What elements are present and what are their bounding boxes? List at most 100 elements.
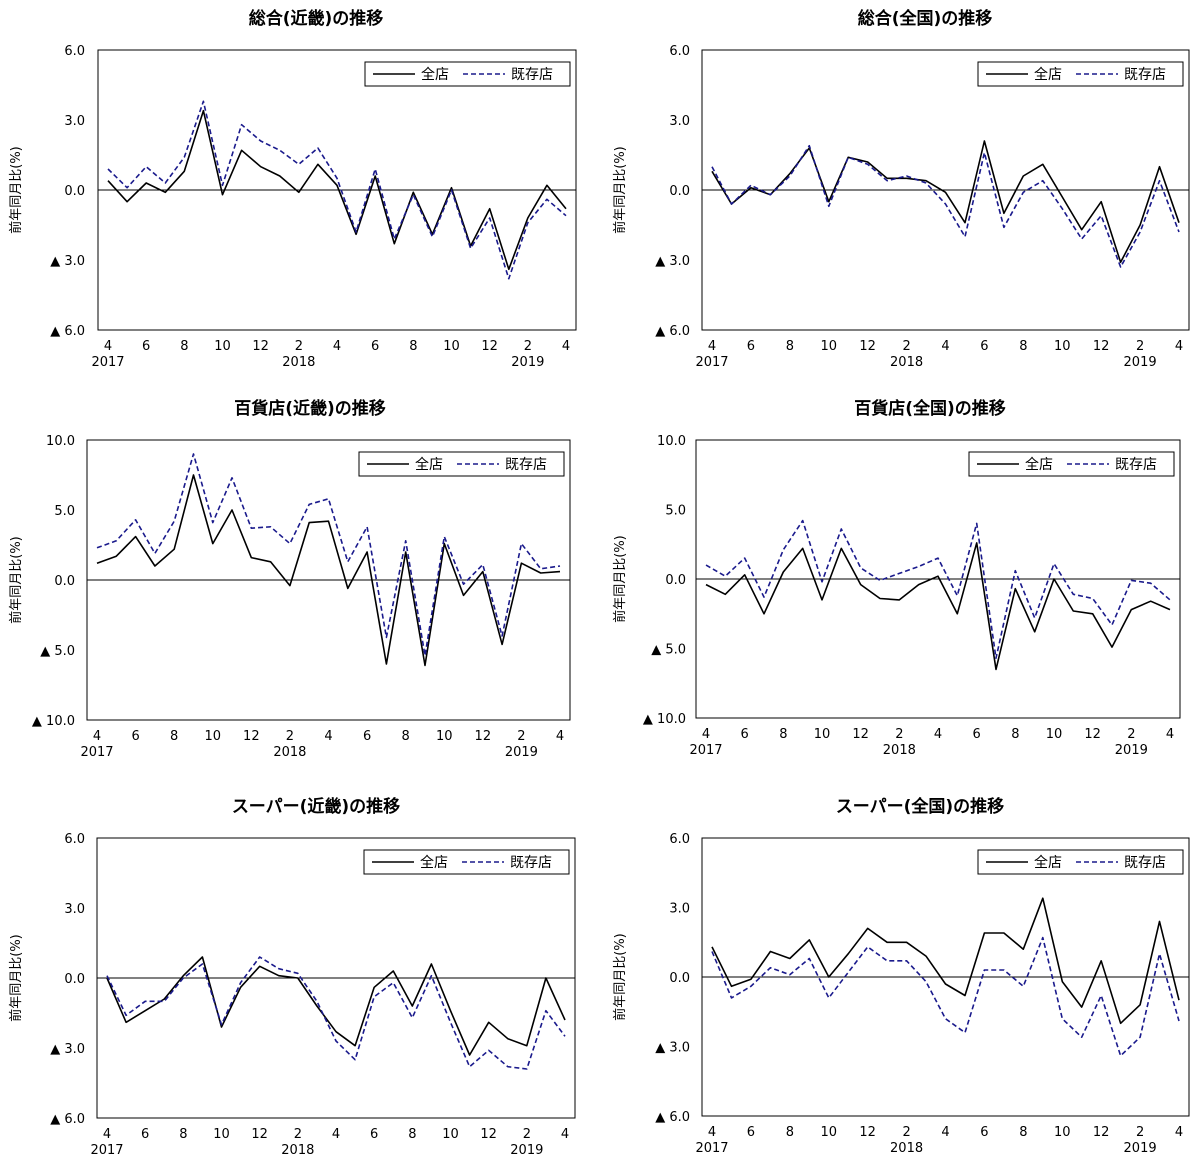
series-line-existing <box>711 936 1180 1057</box>
series-line-existing <box>96 453 561 657</box>
x-tick-label: 2 <box>295 339 303 354</box>
y-tick-label: 5.0 <box>54 504 75 519</box>
x-tick-label: 12 <box>1093 1125 1110 1140</box>
series-line-all <box>711 140 1180 264</box>
x-tick-label: 12 <box>859 1125 876 1140</box>
y-tick-label: ▲ 6.0 <box>50 1112 85 1127</box>
x-tick-label: 12 <box>243 729 260 744</box>
x-tick-label: 8 <box>786 1125 794 1140</box>
x-tick-label: 4 <box>561 1127 569 1142</box>
y-tick-label: 3.0 <box>669 114 690 129</box>
y-tick-label: ▲ 6.0 <box>655 1110 690 1125</box>
year-label: 2019 <box>1124 1141 1157 1156</box>
chart-title: 百貨店(全国)の推移 <box>854 398 1006 419</box>
legend: 全店 既存店 <box>968 451 1175 477</box>
y-tick-label: 0.0 <box>64 184 85 199</box>
x-tick-label: 6 <box>370 1127 378 1142</box>
series-line-all <box>96 474 561 667</box>
y-tick-label: ▲ 3.0 <box>50 254 85 269</box>
x-tick-label: 8 <box>786 339 794 354</box>
x-tick-label: 4 <box>104 339 112 354</box>
x-tick-label: 12 <box>475 729 492 744</box>
x-tick-label: 4 <box>562 339 570 354</box>
year-label: 2017 <box>695 355 728 370</box>
y-tick-label: ▲ 3.0 <box>655 254 690 269</box>
x-tick-label: 8 <box>180 339 188 354</box>
x-tick-label: 6 <box>747 339 755 354</box>
y-tick-label: 0.0 <box>669 971 690 986</box>
y-tick-label: 3.0 <box>669 902 690 917</box>
x-tick-label: 4 <box>708 339 716 354</box>
y-tick-label: 6.0 <box>669 832 690 847</box>
year-label: 2019 <box>511 355 544 370</box>
year-label: 2019 <box>510 1143 543 1158</box>
series-line-all <box>107 109 567 271</box>
x-tick-label: 2 <box>1136 339 1144 354</box>
x-tick-label: 2 <box>294 1127 302 1142</box>
x-tick-label: 6 <box>371 339 379 354</box>
x-tick-label: 10 <box>214 339 231 354</box>
y-tick-label: 10.0 <box>657 434 686 449</box>
y-tick-label: 5.0 <box>665 504 686 519</box>
year-label: 2019 <box>1115 743 1148 758</box>
legend: 全店 既存店 <box>363 849 570 875</box>
y-tick-label: 6.0 <box>669 44 690 59</box>
chart-title: 百貨店(近畿)の推移 <box>234 398 386 419</box>
x-tick-label: 2 <box>1127 727 1135 742</box>
x-tick-label: 10 <box>1054 339 1071 354</box>
y-tick-label: ▲ 10.0 <box>32 714 75 729</box>
legend-label-all: 全店 <box>415 456 443 473</box>
year-label: 2018 <box>282 355 315 370</box>
x-tick-label: 10 <box>442 1127 459 1142</box>
y-axis-label: 前年同月比(%) <box>8 536 24 624</box>
series-line-existing <box>705 519 1171 660</box>
y-tick-label: 0.0 <box>54 574 75 589</box>
legend: 全店 既存店 <box>364 61 571 87</box>
y-tick-label: ▲ 10.0 <box>643 712 686 727</box>
x-tick-label: 10 <box>204 729 221 744</box>
x-tick-label: 2 <box>902 339 910 354</box>
y-axis-label: 前年同月比(%) <box>8 934 24 1022</box>
x-tick-label: 2 <box>1136 1125 1144 1140</box>
y-tick-label: ▲ 6.0 <box>50 324 85 339</box>
x-tick-label: 6 <box>973 727 981 742</box>
y-tick-label: 6.0 <box>64 832 85 847</box>
x-tick-label: 8 <box>1019 339 1027 354</box>
y-axis-label: 前年同月比(%) <box>612 535 628 623</box>
x-tick-label: 4 <box>934 727 942 742</box>
legend-label-existing: 既存店 <box>1115 457 1157 473</box>
y-tick-label: 10.0 <box>46 434 75 449</box>
year-label: 2019 <box>505 745 538 760</box>
legend-label-existing: 既存店 <box>1124 67 1166 83</box>
legend-label-existing: 既存店 <box>1124 855 1166 871</box>
x-tick-label: 10 <box>1054 1125 1071 1140</box>
x-tick-label: 10 <box>814 727 831 742</box>
legend-label-all: 全店 <box>420 854 448 871</box>
legend: 全店 既存店 <box>977 61 1184 87</box>
series-line-existing <box>107 100 567 280</box>
y-axis-label: 前年同月比(%) <box>612 146 628 234</box>
x-tick-label: 10 <box>1046 727 1063 742</box>
legend-label-all: 全店 <box>1034 66 1062 83</box>
y-tick-label: 3.0 <box>64 902 85 917</box>
year-label: 2018 <box>281 1143 314 1158</box>
year-label: 2017 <box>91 355 124 370</box>
year-label: 2017 <box>80 745 113 760</box>
legend-label-existing: 既存店 <box>510 855 552 871</box>
x-tick-label: 8 <box>409 339 417 354</box>
x-tick-label: 8 <box>1011 727 1019 742</box>
year-label: 2017 <box>695 1141 728 1156</box>
x-tick-label: 12 <box>852 727 869 742</box>
x-tick-label: 6 <box>131 729 139 744</box>
legend: 全店 既存店 <box>977 849 1184 875</box>
x-tick-label: 8 <box>170 729 178 744</box>
y-tick-label: 6.0 <box>64 44 85 59</box>
x-tick-label: 4 <box>1175 1125 1183 1140</box>
y-axis-label: 前年同月比(%) <box>612 933 628 1021</box>
x-tick-label: 10 <box>213 1127 230 1142</box>
y-tick-label: 3.0 <box>64 114 85 129</box>
x-tick-label: 8 <box>408 1127 416 1142</box>
year-label: 2017 <box>90 1143 123 1158</box>
y-axis-label: 前年同月比(%) <box>8 146 24 234</box>
